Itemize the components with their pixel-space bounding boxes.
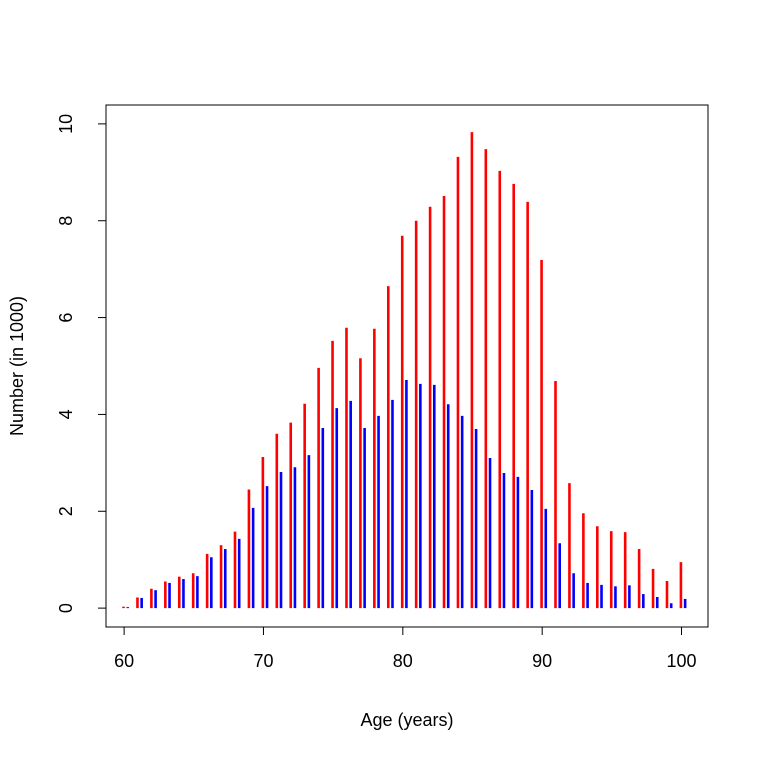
x-tick-label: 100 — [666, 651, 696, 671]
y-tick-label: 8 — [56, 216, 76, 226]
y-tick-label: 10 — [56, 114, 76, 134]
plot-box — [105, 104, 709, 628]
y-tick-label: 4 — [56, 409, 76, 419]
x-tick-label: 60 — [114, 651, 134, 671]
y-axis-label: Number (in 1000) — [7, 296, 27, 436]
y-tick-label: 2 — [56, 506, 76, 516]
x-axis-label: Age (years) — [360, 710, 453, 730]
x-tick-label: 90 — [532, 651, 552, 671]
y-tick-label: 0 — [56, 603, 76, 613]
x-tick-label: 70 — [253, 651, 273, 671]
x-tick-label: 80 — [393, 651, 413, 671]
y-tick-label: 6 — [56, 313, 76, 323]
